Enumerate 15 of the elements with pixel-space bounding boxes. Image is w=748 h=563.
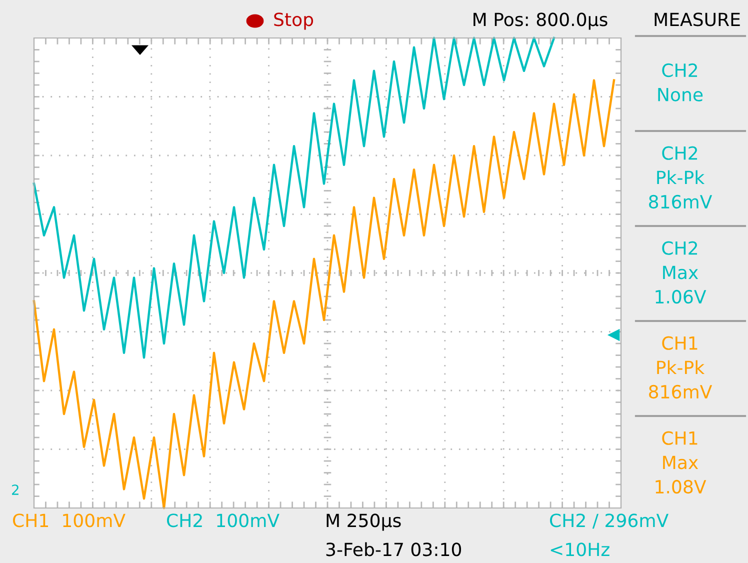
text: CH2 100mV bbox=[167, 514, 280, 528]
text: CH1 100mV bbox=[13, 514, 126, 528]
text: M Pos: 800.0µs bbox=[474, 12, 608, 30]
text: CH2 Pk-Pk 816mV bbox=[649, 146, 712, 209]
text: 3-Feb-17 03:10 bbox=[326, 542, 462, 556]
text: <10Hz bbox=[550, 542, 610, 556]
text: Stop bbox=[274, 12, 314, 30]
text: CH2 / 296mV bbox=[550, 514, 668, 529]
text: CH2 None bbox=[658, 63, 703, 102]
text: MEASURE bbox=[654, 12, 740, 26]
text: CH2 Max 1.06V bbox=[656, 241, 706, 304]
text: CH1 Max 1.08V bbox=[656, 431, 706, 494]
text: 2 bbox=[12, 484, 18, 495]
text: M 250µs bbox=[326, 514, 401, 531]
text: CH1 Pk-Pk 816mV bbox=[649, 336, 712, 399]
